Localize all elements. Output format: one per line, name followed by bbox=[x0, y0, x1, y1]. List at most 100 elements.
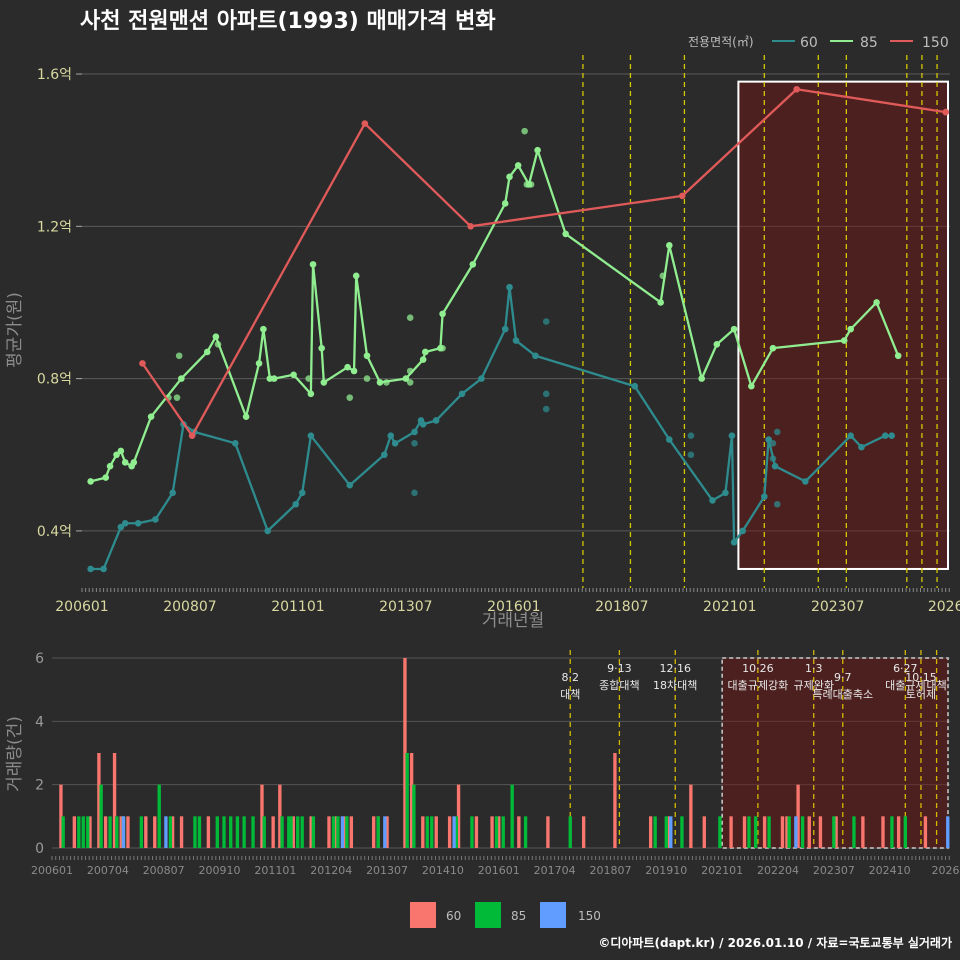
data-point-60 bbox=[709, 497, 716, 504]
data-point-85 bbox=[562, 230, 569, 238]
volume-bar-60 bbox=[490, 816, 494, 848]
data-point-60 bbox=[117, 523, 125, 531]
data-point-85 bbox=[422, 348, 429, 356]
data-point-85 bbox=[352, 272, 360, 280]
data-point-85 bbox=[344, 363, 351, 371]
volume-bar-85 bbox=[653, 816, 657, 848]
volume-bar-60 bbox=[342, 816, 347, 848]
volume-bar-85 bbox=[753, 816, 758, 848]
bottom-legend-label-85: 85 bbox=[511, 909, 526, 923]
scatter-point-85 bbox=[175, 352, 183, 360]
volume-bar-85 bbox=[890, 816, 894, 848]
data-point-85 bbox=[514, 162, 522, 169]
data-point-85 bbox=[242, 413, 250, 420]
scatter-point-85 bbox=[521, 127, 528, 135]
data-point-60 bbox=[631, 382, 639, 390]
volume-bar-85 bbox=[331, 816, 336, 848]
scatter-point-60 bbox=[687, 432, 695, 440]
data-point-85 bbox=[501, 200, 509, 207]
data-point-60 bbox=[666, 436, 673, 443]
scatter-point-60 bbox=[769, 455, 777, 462]
volume-bar-85 bbox=[470, 816, 474, 848]
volume-bar-85 bbox=[345, 816, 349, 848]
data-point-60 bbox=[501, 325, 509, 333]
volume-bar-85 bbox=[262, 816, 266, 848]
data-point-85 bbox=[309, 261, 317, 268]
data-point-60 bbox=[765, 436, 772, 443]
data-point-60 bbox=[134, 519, 142, 527]
volume-bar-60 bbox=[546, 816, 550, 848]
volume-bar-60 bbox=[581, 816, 586, 848]
legend-label-60: 60 bbox=[800, 35, 818, 51]
volume-bar-60 bbox=[278, 784, 282, 848]
x-tick-label-volume: 201204 bbox=[310, 864, 352, 877]
footer-credit: ©디아파트(dapt.kr) / 2026.01.10 / 자료=국토교통부 실… bbox=[598, 935, 952, 950]
volume-bar-85 bbox=[235, 816, 240, 848]
volume-bar-60 bbox=[371, 816, 376, 848]
volume-bar-60 bbox=[72, 816, 77, 848]
volume-bar-60 bbox=[170, 816, 175, 848]
volume-bar-85 bbox=[800, 816, 805, 848]
volume-bar-60 bbox=[119, 816, 123, 848]
x-tick-label: 200807 bbox=[163, 599, 216, 615]
bottom-legend-swatch-150 bbox=[540, 902, 566, 928]
data-point-85 bbox=[255, 360, 263, 367]
volume-bar-60 bbox=[291, 816, 295, 848]
volume-bar-150 bbox=[340, 816, 345, 848]
volume-bar-60 bbox=[818, 816, 823, 848]
volume-bar-60 bbox=[97, 753, 101, 848]
x-tick-label-volume: 201601 bbox=[478, 864, 520, 877]
volume-bar-85 bbox=[229, 816, 233, 848]
volume-bar-60 bbox=[88, 816, 92, 848]
x-tick-label-volume: 200704 bbox=[87, 864, 129, 877]
x-tick-label: 202101 bbox=[703, 599, 756, 615]
volume-bar-60 bbox=[434, 816, 438, 848]
data-point-85 bbox=[130, 459, 138, 466]
data-point-85 bbox=[87, 478, 94, 485]
volume-bar-85 bbox=[425, 816, 429, 848]
data-point-85 bbox=[666, 242, 673, 249]
scatter-point-85 bbox=[383, 379, 390, 386]
data-point-85 bbox=[730, 325, 738, 333]
volume-bar-85 bbox=[336, 816, 340, 848]
x-tick-label: 201807 bbox=[595, 599, 648, 615]
data-point-85 bbox=[270, 375, 278, 382]
volume-bar-85 bbox=[287, 816, 291, 848]
bottom-legend-label-150: 150 bbox=[578, 909, 601, 923]
scatter-point-60 bbox=[411, 440, 418, 447]
scatter-point-60 bbox=[687, 451, 695, 459]
scatter-point-60 bbox=[542, 318, 550, 325]
volume-bar-85 bbox=[412, 784, 416, 848]
data-point-150 bbox=[942, 108, 949, 116]
scatter-point-85 bbox=[439, 344, 446, 352]
policy-date-label: 10·15 bbox=[905, 671, 937, 684]
data-point-85 bbox=[534, 146, 541, 154]
x-tick-label-volume: 2026 bbox=[932, 864, 960, 877]
policy-event-label: 토허제 bbox=[906, 688, 936, 701]
volume-bar-85 bbox=[568, 816, 572, 848]
x-tick-label-volume: 201307 bbox=[366, 864, 408, 877]
data-point-85 bbox=[894, 352, 902, 360]
data-point-85 bbox=[840, 337, 848, 344]
volume-bar-85 bbox=[680, 816, 684, 848]
policy-event-label: 규제완화 bbox=[793, 679, 833, 692]
data-point-85 bbox=[873, 299, 880, 306]
volume-bar-85 bbox=[168, 816, 173, 848]
volume-bar-60 bbox=[271, 816, 275, 848]
volume-bar-60 bbox=[421, 816, 425, 848]
volume-bar-60 bbox=[144, 816, 148, 848]
policy-event-label: 18차대책 bbox=[653, 679, 697, 692]
policy-date-label: 9·13 bbox=[607, 662, 632, 675]
x-tick-label-volume: 200601 bbox=[31, 864, 73, 877]
x-tick-label-volume: 201410 bbox=[422, 864, 464, 877]
volume-bar-85 bbox=[376, 816, 380, 848]
data-point-60 bbox=[728, 432, 736, 440]
scatter-point-60 bbox=[773, 428, 781, 436]
data-point-60 bbox=[506, 283, 513, 291]
legend-label-150: 150 bbox=[922, 35, 949, 51]
volume-bar-85 bbox=[747, 816, 751, 848]
data-point-150 bbox=[793, 85, 800, 93]
highlight-region bbox=[737, 80, 949, 570]
volume-bar-60 bbox=[517, 816, 521, 848]
volume-bar-85 bbox=[430, 816, 434, 848]
